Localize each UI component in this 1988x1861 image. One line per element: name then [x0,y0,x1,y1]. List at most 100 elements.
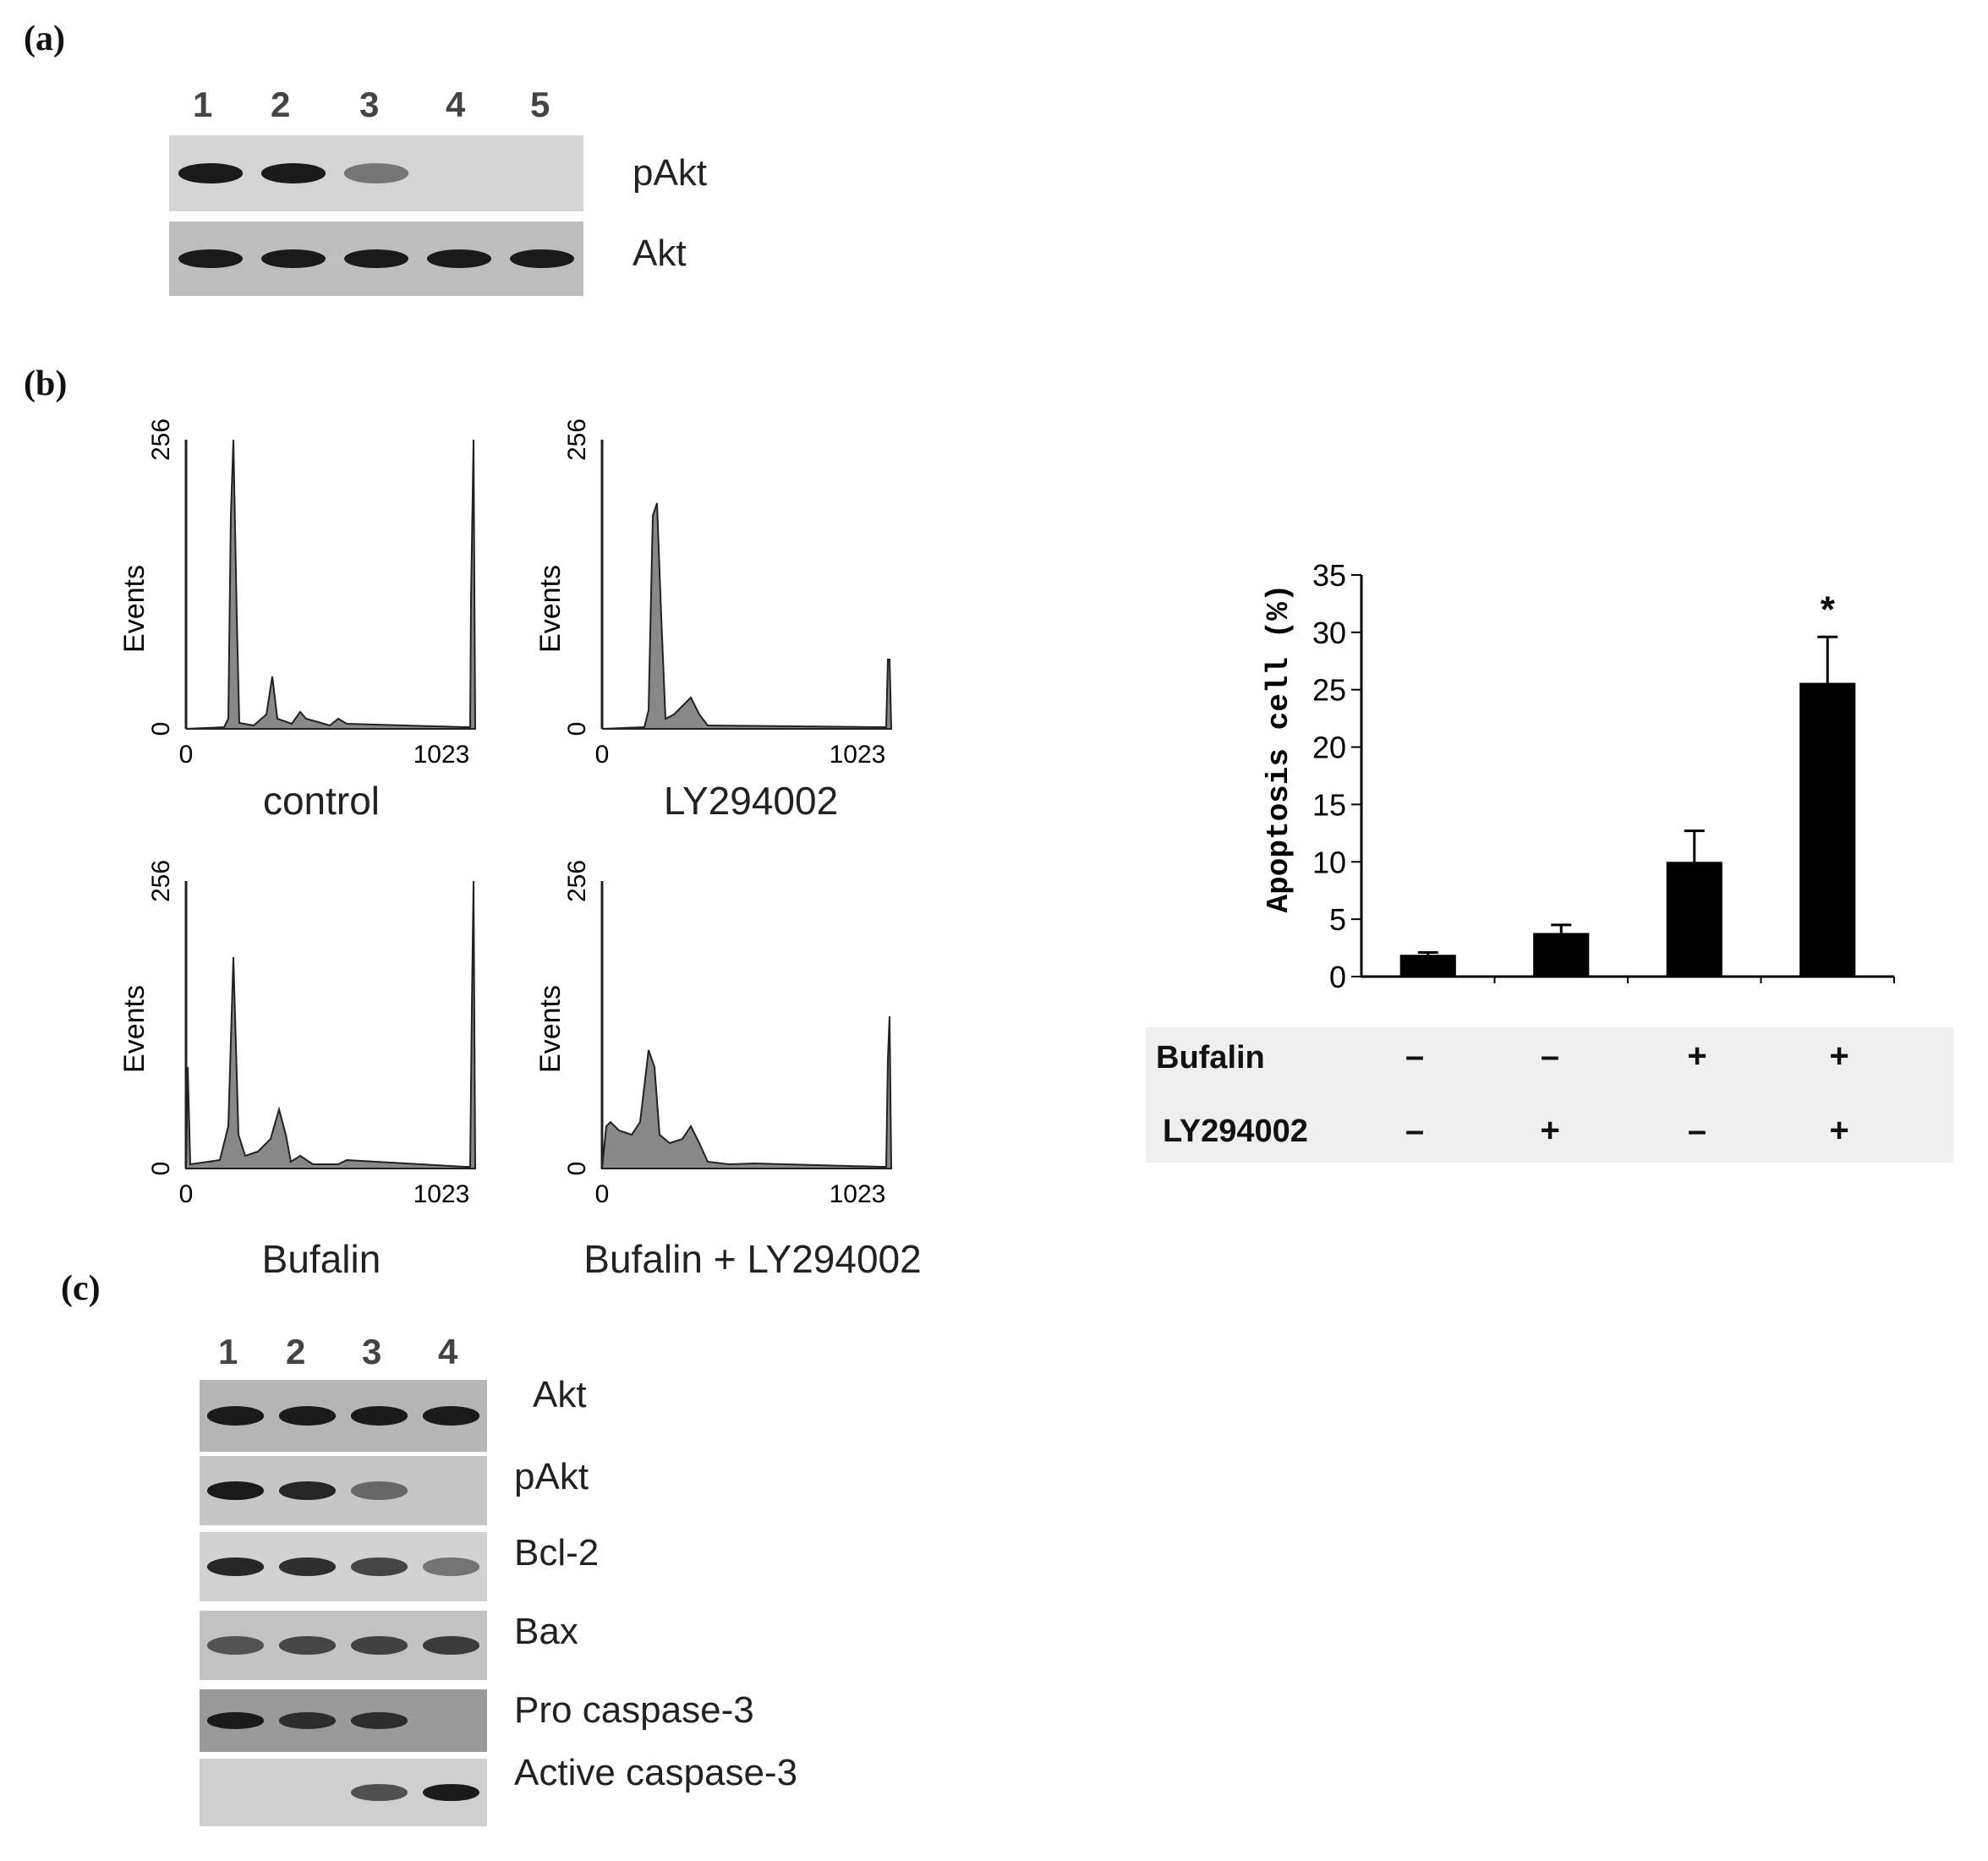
hist-xmax-label: 1023 [830,1180,886,1208]
hist-ymin-label: 0 [147,722,175,736]
blot-band [207,1636,264,1655]
y-tick-label: 20 [1312,731,1346,765]
cond-sign: – [1405,1112,1425,1149]
condition-table: Bufalin LY294002 – – + + – + – + [1146,1027,1953,1163]
cond-row-label-bufalin: Bufalin [1156,1040,1265,1076]
cond-row-label-ly294002: LY294002 [1163,1114,1308,1149]
hist-ymax-label: 256 [563,860,591,902]
hist-xmax-label: 1023 [413,741,470,769]
histogram-bufalin-ly294002: Events 256 0 0 1023 [534,860,893,1208]
hist-ylabel: Events [534,565,567,653]
hist-trace [184,880,477,1169]
hist-xmax-label: 1023 [830,741,886,769]
blot-band [426,249,492,269]
hist-ymax-label: 256 [563,419,591,461]
blot-band [279,1406,336,1426]
panel-a-label: (a) [24,19,65,58]
cond-sign: – [1687,1112,1707,1149]
y-tick-label: 10 [1312,845,1346,879]
blot-band [423,1406,479,1426]
apoptosis-bar-chart: Apoptosis cell (%) 0 5 10 15 20 25 30 35 * [1262,558,1895,994]
blot-band [351,1783,408,1802]
panel-c-blot-pakt [200,1456,487,1525]
hist-xmin-label: 0 [179,741,194,769]
histogram-caption-control: control [262,779,381,823]
panel-c-blot-pro-caspase-3 [200,1689,487,1752]
bar [1666,862,1722,977]
panel-b-label: (b) [24,364,68,403]
blot-band [207,1481,264,1500]
blot-band [178,163,244,183]
panel-c-row-label-pro-caspase-3: Pro caspase-3 [514,1689,754,1731]
panel-c-row-label-active-caspase-3: Active caspase-3 [514,1752,798,1793]
blot-band [279,1557,336,1576]
panel-c-blot-active-caspase-3 [200,1759,487,1826]
y-tick-label: 30 [1312,616,1346,650]
blot-band [207,1557,264,1576]
panel-a-lane-3: 3 [359,85,380,124]
panel-c-row-label-akt: Akt [533,1374,587,1415]
blot-band [423,1783,479,1802]
histogram-caption-ly294002: LY294002 [663,779,839,823]
y-tick-label: 25 [1312,673,1346,708]
panel-c-row-label-bcl2: Bcl-2 [514,1532,600,1574]
significance-asterisk: * [1821,588,1836,630]
blot-band [351,1557,408,1576]
hist-ymax-label: 256 [147,419,175,461]
panel-c-row-label-bax: Bax [514,1611,578,1652]
panel-c-label: (c) [61,1269,101,1308]
hist-ymin-label: 0 [147,1162,175,1176]
panel-c-lane-1: 1 [218,1332,238,1371]
hist-ylabel: Events [534,985,567,1073]
hist-xmin-label: 0 [595,741,610,769]
bar [1533,933,1590,977]
blot-band [260,163,326,183]
panel-c-lane-2: 2 [286,1332,306,1371]
blot-band [260,249,326,269]
hist-ymin-label: 0 [563,1162,591,1176]
blot-band [423,1636,479,1655]
hist-trace [600,1015,893,1169]
y-tick-label: 5 [1329,902,1346,937]
hist-ylabel: Events [118,565,151,653]
histogram-ly294002: Events 256 0 0 1023 [534,419,893,769]
hist-trace [185,439,477,730]
cond-sign: – [1405,1037,1425,1075]
panel-c-blot-bcl2 [200,1532,487,1601]
blot-band [509,249,575,269]
y-tick-label: 35 [1312,558,1346,593]
blot-band [343,163,409,183]
cond-sign: – [1540,1037,1560,1075]
panel-a-row-label-pakt: pAkt [633,152,708,194]
panel-c-row-label-pakt: pAkt [514,1456,589,1497]
blot-band [351,1481,408,1500]
cond-sign: + [1540,1112,1560,1149]
panel-a-row-label-akt: Akt [633,233,687,274]
hist-ymax-label: 256 [147,860,175,902]
cond-sign: + [1829,1112,1849,1149]
panel-c-blot-bax [200,1611,487,1680]
bar-layer: 0 5 10 15 20 25 30 35 * [1312,558,1895,994]
bar [1399,955,1456,977]
panel-c-lane-4: 4 [438,1332,458,1371]
panel-a-lane-1: 1 [193,85,213,124]
histogram-control: Events 256 0 0 1023 [118,419,477,769]
blot-band [279,1712,336,1729]
blot-band [207,1712,264,1729]
hist-xmax-label: 1023 [413,1180,470,1208]
cond-sign: + [1687,1037,1707,1075]
blot-band [423,1557,479,1576]
y-tick-label: 0 [1329,960,1346,994]
panel-a-lane-2: 2 [271,85,291,124]
panel-c-blot-akt [200,1380,487,1452]
histogram-caption-bufalin-ly294002: Bufalin + LY294002 [583,1237,922,1281]
panel-a-lane-4: 4 [446,85,466,124]
panel-a-lane-5: 5 [530,85,550,124]
panel-a-blot-pakt [169,135,583,211]
panel-a-blot-akt [169,222,583,296]
blot-band [351,1636,408,1655]
histogram-bufalin: Events 256 0 0 1023 [118,860,477,1208]
bar [1799,682,1856,977]
hist-xmin-label: 0 [595,1180,610,1208]
blot-band [351,1406,408,1426]
